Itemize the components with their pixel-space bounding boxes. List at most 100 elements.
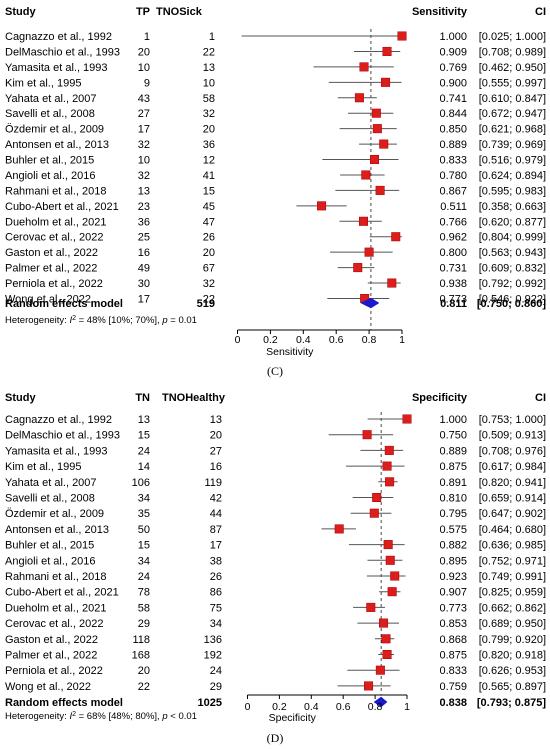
study-point-estimate [379, 618, 389, 628]
study-effect-value: 0.900 [439, 77, 467, 89]
study-n2: 1 [209, 31, 215, 43]
study-name: Özdemir et al., 2009 [5, 124, 104, 136]
study-effect-value: 1.000 [439, 414, 467, 426]
study-name: Dueholm et al., 2021 [5, 216, 107, 228]
study-ci-value: [0.621; 0.968] [479, 124, 546, 136]
study-n1: 50 [138, 524, 150, 536]
study-effect-value: 0.882 [439, 540, 467, 552]
study-effect-value: 0.867 [439, 185, 467, 197]
study-name: Cerovac et al., 2022 [5, 618, 103, 630]
study-effect-value: 0.833 [439, 665, 467, 677]
study-ci-value: [0.516; 0.979] [479, 155, 546, 167]
study-n2: 26 [210, 571, 222, 583]
study-name: Wong et al., 2022 [5, 681, 91, 693]
study-name: Palmer et al., 2022 [5, 650, 97, 662]
pooled-diamond [360, 297, 380, 309]
study-name: Kim et al., 1995 [5, 461, 81, 473]
study-n2: 24 [210, 665, 222, 677]
study-name: Angioli et al., 2016 [5, 170, 96, 182]
study-n1: 13 [138, 185, 150, 197]
study-point-estimate [366, 602, 376, 612]
x-tick-label: 1 [399, 334, 405, 346]
study-n2: 38 [210, 555, 222, 567]
study-row: Cagnazzo et al., 1992 1 1 1.000 [0.025; 1.00… [5, 31, 546, 43]
study-row: Yahata et al., 2007 106 119 0.891 [0.820; 0.… [5, 477, 546, 489]
study-row: Yamasita et al., 1993 10 13 0.769 [0.462; 0.… [5, 62, 546, 74]
study-effect-value: 0.800 [439, 247, 467, 259]
study-n1: 49 [138, 263, 150, 275]
study-point-estimate [317, 201, 327, 211]
study-row: Savelli et al., 2008 27 32 0.844 [0.672; 0.9… [5, 108, 546, 120]
study-n2: 32 [203, 278, 215, 290]
column-header-effect: Sensitivity [412, 6, 468, 18]
study-ci-value: [0.462; 0.950] [479, 62, 546, 74]
panel-label: (C) [267, 364, 283, 378]
study-row: Kim et al., 1995 9 10 0.900 [0.555; 0.997] [5, 77, 546, 89]
heterogeneity-p: p [161, 711, 167, 722]
study-row: DelMaschio et al., 1993 15 20 0.750 [0.509; … [5, 430, 546, 442]
study-n1: 22 [138, 681, 150, 693]
study-n1: 27 [138, 108, 150, 120]
study-effect-value: 0.889 [439, 445, 467, 457]
study-n2: 34 [210, 618, 222, 630]
study-row: Dueholm et al., 2021 36 47 0.766 [0.620; 0.8… [5, 216, 546, 228]
study-point-estimate [334, 524, 344, 534]
study-point-estimate [384, 445, 394, 455]
study-n2: 44 [210, 508, 222, 520]
study-n2: 20 [203, 247, 215, 259]
study-name: Perniola et al., 2022 [5, 665, 103, 677]
study-ci-value: [0.595; 0.983] [479, 185, 546, 197]
x-tick-label: 0.4 [296, 334, 311, 346]
pooled-label: Random effects model [5, 697, 123, 709]
study-effect-value: 0.962 [439, 232, 467, 244]
heterogeneity-prefix: Heterogeneity: [5, 315, 69, 326]
column-header-n1: TP [136, 6, 150, 18]
study-row: Gaston et al., 2022 118 136 0.868 [0.799; 0.… [5, 634, 546, 646]
heterogeneity-text: Heterogeneity: I2 = 48% [10%; 70%], p = … [5, 315, 197, 327]
study-ci-value: [0.025; 1.000] [479, 31, 546, 43]
study-row: Cagnazzo et al., 1992 13 13 1.000 [0.753; 1.… [5, 414, 546, 426]
study-n2: 58 [203, 93, 215, 105]
study-n1: 14 [138, 461, 150, 473]
study-effect-value: 0.907 [439, 587, 467, 599]
study-point-estimate [354, 93, 364, 103]
study-n2: 20 [210, 430, 222, 442]
study-row: Savelli et al., 2008 34 42 0.810 [0.659; 0.9… [5, 493, 546, 505]
study-n2: 17 [210, 540, 222, 552]
study-ci-value: [0.662; 0.862] [479, 602, 546, 614]
study-n2: 192 [204, 650, 222, 662]
study-effect-value: 0.741 [439, 93, 467, 105]
study-n2: 10 [203, 77, 215, 89]
study-point-estimate [371, 108, 381, 118]
study-name: Cubo-Abert et al., 2021 [5, 201, 119, 213]
study-row: Antonsen et al., 2013 50 87 0.575 [0.464; 0.… [5, 524, 546, 536]
study-n2: 32 [203, 108, 215, 120]
study-n2: 22 [203, 46, 215, 58]
study-name: Antonsen et al., 2013 [5, 524, 109, 536]
study-row: Wong et al., 2022 22 29 0.759 [0.565; 0.897] [5, 681, 546, 693]
study-name: Palmer et al., 2022 [5, 263, 97, 275]
study-point-estimate [372, 493, 382, 502]
study-n1: 35 [138, 508, 150, 520]
study-point-estimate [353, 263, 363, 273]
study-n2: 119 [204, 477, 222, 489]
study-name: Yahata et al., 2007 [5, 477, 97, 489]
study-n2: 26 [203, 232, 215, 244]
study-row: Perniola et al., 2022 20 24 0.833 [0.626; 0.… [5, 665, 546, 677]
study-n1: 32 [138, 139, 150, 151]
study-n2: 45 [203, 201, 215, 213]
heterogeneity-sup: 2 [72, 315, 76, 322]
study-n2: 36 [203, 139, 215, 151]
column-header-study: Study [5, 6, 36, 18]
study-n1: 10 [138, 155, 150, 167]
study-row: Cerovac et al., 2022 25 26 0.962 [0.804; 0.9… [5, 232, 546, 244]
study-ci-value: [0.626; 0.953] [479, 665, 546, 677]
study-row: Dueholm et al., 2021 58 75 0.773 [0.662; 0.8… [5, 602, 546, 614]
study-ci-value: [0.358; 0.663] [479, 201, 546, 213]
study-name: Yahata et al., 2007 [5, 93, 97, 105]
study-name: Antonsen et al., 2013 [5, 139, 109, 151]
study-effect-value: 0.909 [439, 46, 467, 58]
study-row: Palmer et al., 2022 168 192 0.875 [0.820; 0.… [5, 650, 546, 662]
study-n2: 47 [203, 216, 215, 228]
study-effect-value: 0.895 [439, 555, 467, 567]
